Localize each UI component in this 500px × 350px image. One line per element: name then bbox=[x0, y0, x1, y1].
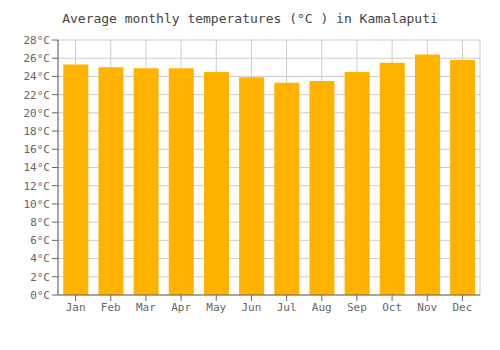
svg-text:22°C: 22°C bbox=[24, 89, 51, 102]
svg-text:Jun: Jun bbox=[241, 301, 261, 314]
svg-text:26°C: 26°C bbox=[24, 52, 51, 65]
html-text:Average monthly temperatures (: Average monthly temperatures (°C ) in Ka… bbox=[62, 11, 438, 26]
svg-text:20°C: 20°C bbox=[24, 107, 51, 120]
svg-text:May: May bbox=[206, 301, 226, 314]
svg-text:2°C: 2°C bbox=[30, 271, 50, 284]
svg-text:4°C: 4°C bbox=[30, 252, 50, 265]
svg-text:6°C: 6°C bbox=[30, 234, 50, 247]
svg-text:Jul: Jul bbox=[277, 301, 297, 314]
svg-text:24°C: 24°C bbox=[24, 70, 51, 83]
svg-text:Sep: Sep bbox=[347, 301, 367, 314]
svg-text:12°C: 12°C bbox=[24, 180, 51, 193]
svg-text:18°C: 18°C bbox=[24, 125, 51, 138]
svg-text:16°C: 16°C bbox=[24, 143, 51, 156]
svg-text:Mar: Mar bbox=[136, 301, 156, 314]
svg-text:Oct: Oct bbox=[382, 301, 402, 314]
svg-text:0°C: 0°C bbox=[30, 289, 50, 302]
svg-text:28°C: 28°C bbox=[24, 34, 51, 47]
svg-text:14°C: 14°C bbox=[24, 161, 51, 174]
svg-text:Dec: Dec bbox=[452, 301, 472, 314]
svg-text:Jan: Jan bbox=[66, 301, 86, 314]
svg-text:10°C: 10°C bbox=[24, 198, 51, 211]
svg-text:Aug: Aug bbox=[312, 301, 332, 314]
svg-text:Nov: Nov bbox=[417, 301, 437, 314]
svg-text:8°C: 8°C bbox=[30, 216, 50, 229]
svg-text:Feb: Feb bbox=[101, 301, 121, 314]
svg-text:Apr: Apr bbox=[171, 301, 191, 314]
